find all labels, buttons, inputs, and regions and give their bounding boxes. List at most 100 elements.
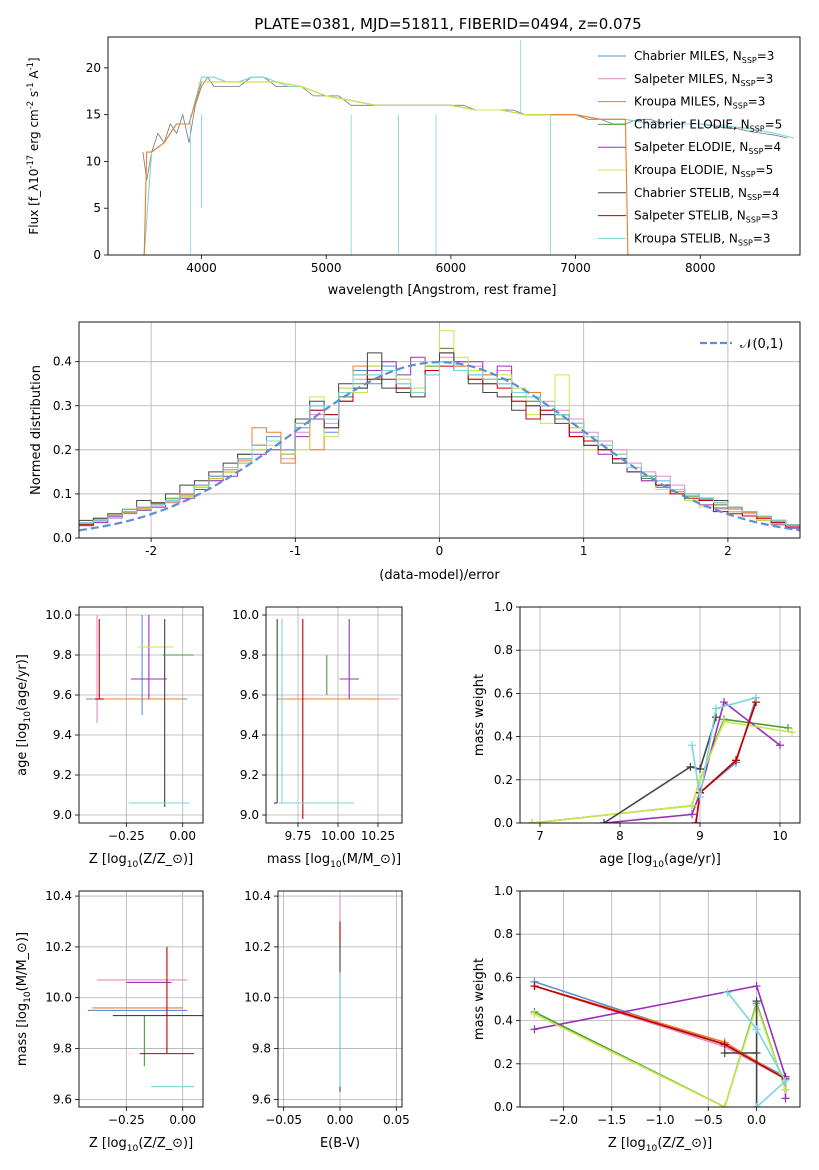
y-tick-label: 9.0 — [240, 808, 259, 822]
weight-marker — [688, 801, 696, 810]
weight-marker — [692, 819, 700, 823]
y-tick-label: 10.2 — [45, 940, 72, 954]
x-axis-label: mass [log10(M/M_⊙)] — [267, 852, 401, 870]
y-tick-label: 0.1 — [53, 487, 72, 501]
legend-label: Salpeter STELIB, NSSP=3 — [634, 209, 778, 225]
x-tick-label: -2 — [145, 544, 157, 558]
x-axis-label: age [log10(age/yr)] — [599, 852, 721, 870]
y-tick-label: 0.0 — [494, 816, 513, 830]
y-tick-label: 0.2 — [494, 773, 513, 787]
legend-label: 𝒩(0,1) — [740, 337, 783, 352]
y-tick-label: 9.2 — [53, 768, 72, 782]
x-tick-label: 6000 — [436, 261, 467, 275]
y-tick-label: 0.0 — [53, 531, 72, 545]
y-tick-label: 9.8 — [53, 648, 72, 662]
residuals-panel: -2 -1 0 1 2 0.0 0.1 0.2 0.3 0.4 (data-model)/error… — [29, 321, 801, 583]
x-axis-label: wavelength [Angstrom, rest frame] — [328, 283, 557, 298]
axes-frame — [78, 890, 204, 1108]
weight-marker — [600, 819, 608, 823]
errorbars — [85, 615, 194, 807]
y-tick-label: 9.6 — [53, 688, 72, 702]
x-tick-label: 0.00 — [327, 1113, 354, 1127]
x-tick-label: −2.0 — [549, 1113, 578, 1127]
weight-marker — [720, 1049, 729, 1057]
legend: 𝒩(0,1) — [700, 337, 783, 352]
weight-marker — [723, 988, 732, 997]
weight-line — [531, 718, 789, 823]
axes-frame — [265, 606, 403, 824]
y-tick-label: 9.6 — [53, 1092, 72, 1106]
errorbars — [88, 946, 203, 1088]
y-tick-label: 10.4 — [244, 889, 271, 903]
weight-marker — [720, 698, 728, 707]
y-tick-label: 0 — [93, 248, 101, 262]
x-tick-label: 0.00 — [169, 1113, 196, 1127]
y-tick-label: 0.2 — [494, 1057, 513, 1071]
y-tick-label: 0.6 — [494, 686, 513, 700]
y-tick-label: 10 — [86, 154, 101, 168]
legend-label: Kroupa STELIB, NSSP=3 — [634, 231, 771, 247]
spectrum-lines — [142, 39, 794, 255]
y-tick-label: 9.8 — [240, 648, 259, 662]
legend-label: Chabrier ELODIE, NSSP=5 — [634, 117, 782, 133]
x-tick-label: 5000 — [311, 261, 342, 275]
weight-marker — [688, 810, 696, 819]
weight-marker — [696, 793, 704, 802]
weight-line — [726, 992, 787, 1107]
y-tick-label: 0.8 — [494, 927, 513, 941]
x-tick-label: 1 — [580, 544, 588, 558]
weight-marker — [688, 741, 696, 750]
y-tick-label: 0.0 — [494, 1100, 513, 1114]
weight-marker — [788, 728, 796, 737]
weight-marker — [732, 756, 740, 765]
y-axis-label: Flux [f_λ10-17 erg cm-2 s-1 A-1] — [25, 57, 41, 234]
weight-line — [695, 697, 757, 823]
legend-label: Kroupa MILES, NSSP=3 — [634, 95, 765, 111]
weight_vs_age-panel: 7 8 9 10 0.0 0.2 0.4 0.6 0.8 1.0 age [log10(age/yr… — [472, 600, 801, 870]
weight-marker — [752, 1025, 761, 1034]
normal-curve — [79, 360, 800, 532]
y-tick-label: 9.4 — [53, 728, 72, 742]
legend-label: Salpeter MILES, NSSP=3 — [634, 72, 773, 88]
x-tick-label: 10.00 — [321, 829, 355, 843]
y-tick-label: 10.4 — [45, 889, 72, 903]
y-tick-label: 10.2 — [244, 940, 271, 954]
weight-marker — [752, 997, 761, 1006]
y-tick-label: 9.8 — [53, 1042, 72, 1056]
y-tick-label: 0.4 — [494, 730, 513, 744]
axes-frame — [277, 890, 403, 1108]
y-tick-label: 9.6 — [240, 688, 259, 702]
y-tick-label: 0.4 — [53, 355, 72, 369]
x-tick-label: −1.0 — [645, 1113, 674, 1127]
x-axis-label: E(B-V) — [320, 1136, 360, 1151]
weight-marker — [530, 1010, 539, 1019]
spectrum-line — [143, 81, 629, 255]
mass_vs_Z-panel: −0.25 0.00 9.6 9.8 10.0 10.2 10.4 Z [log10(Z/Z_… — [15, 889, 204, 1154]
y-tick-label: 20 — [86, 61, 101, 75]
axes-frame — [78, 321, 801, 539]
histograms — [79, 330, 800, 538]
weight_vs_Z-panel: −2.0 −1.5 −1.0 −0.5 0.0 0.0 0.2 0.4 0.6 0.8 1.0 Z [… — [472, 884, 801, 1154]
weight-marker — [712, 713, 720, 722]
spectrum-panel: 4000 5000 6000 7000 8000 0 5 10 15 20 PLATE=0381, … — [25, 15, 801, 298]
axes-frame — [78, 606, 204, 824]
y-tick-label: 0.2 — [53, 443, 72, 457]
histogram-step — [79, 361, 800, 538]
weight-line — [695, 701, 757, 823]
x-tick-label: 8 — [616, 829, 624, 843]
mass_vs_EBV-panel: −0.05 0.00 0.05 9.6 9.8 10.0 10.2 10.4 E(B-V) — [244, 889, 409, 1151]
axes-frame — [107, 36, 801, 256]
weight-lines — [528, 693, 796, 823]
x-tick-label: −0.25 — [108, 1113, 145, 1127]
y-tick-label: 5 — [93, 201, 101, 215]
x-tick-label: 0 — [436, 544, 444, 558]
x-tick-label: 7000 — [560, 261, 591, 275]
x-axis-label: Z [log10(Z/Z_⊙)] — [608, 1136, 712, 1154]
weight-marker — [752, 1103, 761, 1107]
weight-marker — [686, 762, 695, 771]
y-tick-label: 0.8 — [494, 643, 513, 657]
y-tick-label: 9.2 — [240, 768, 259, 782]
spectrum-line — [201, 81, 551, 116]
x-axis-label: Z [log10(Z/Z_⊙)] — [89, 1136, 193, 1154]
legend-label: Chabrier MILES, NSSP=3 — [634, 49, 774, 65]
